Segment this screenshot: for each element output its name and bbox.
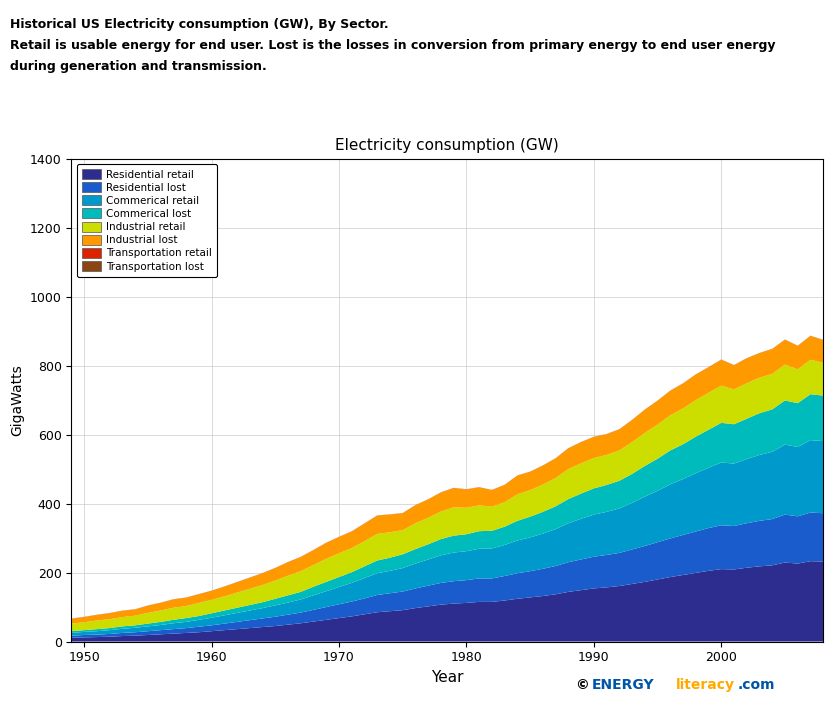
Text: ©: © [575,678,589,692]
Text: during generation and transmission.: during generation and transmission. [10,60,267,73]
Text: .com: .com [738,678,775,692]
Text: Retail is usable energy for end user. Lost is the losses in conversion from prim: Retail is usable energy for end user. Lo… [10,39,775,51]
Title: Electricity consumption (GW): Electricity consumption (GW) [335,138,559,153]
Text: literacy: literacy [676,678,735,692]
Text: ENERGY: ENERGY [592,678,655,692]
Text: Historical US Electricity consumption (GW), By Sector.: Historical US Electricity consumption (G… [10,18,389,30]
Y-axis label: GigaWatts: GigaWatts [10,364,24,436]
Legend: Residential retail, Residential lost, Commerical retail, Commerical lost, Indust: Residential retail, Residential lost, Co… [76,164,217,277]
X-axis label: Year: Year [431,670,464,685]
